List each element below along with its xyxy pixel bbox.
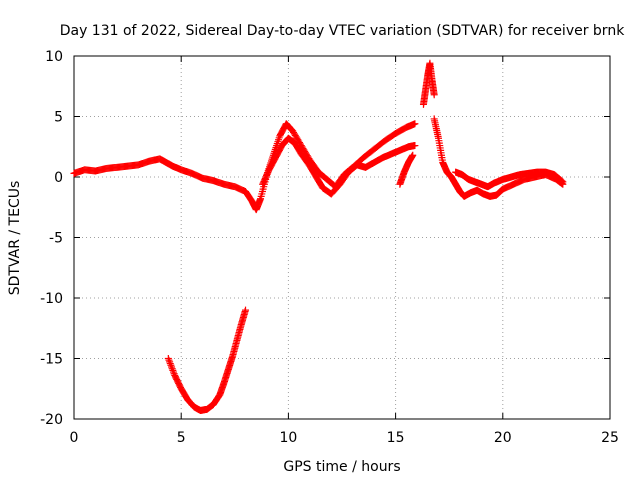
axis-ticks: 0 5 10 15 20 25 -20 -15 -10 -5 0 5 10 [40, 49, 619, 446]
series-7 [164, 306, 250, 415]
data-point [411, 120, 419, 128]
data-point [430, 91, 438, 99]
data-point [166, 360, 174, 368]
x-axis-label: GPS time / hours [283, 459, 400, 475]
y-tick-label: 10 [45, 49, 63, 65]
data-point [558, 177, 566, 185]
data-point [169, 368, 177, 376]
series-3 [396, 151, 417, 188]
x-tick-label: 20 [494, 430, 512, 446]
data-point [242, 306, 250, 314]
y-tick-label: -10 [40, 291, 63, 307]
y-tick-label: 5 [54, 110, 63, 126]
data-point [170, 370, 178, 378]
data-point [165, 356, 173, 364]
x-tick-label: 15 [387, 430, 405, 446]
data-point [164, 355, 172, 362]
y-tick-label: -15 [40, 352, 63, 368]
x-tick-label: 5 [177, 430, 186, 446]
chart-title: Day 131 of 2022, Sidereal Day-to-day VTE… [60, 23, 625, 39]
x-tick-label: 0 [70, 430, 79, 446]
data-point [411, 142, 419, 150]
x-tick-label: 25 [601, 430, 619, 446]
series-2 [259, 134, 419, 198]
data-point [168, 365, 176, 373]
x-tick-label: 10 [279, 430, 297, 446]
series-4 [419, 59, 438, 108]
data-point [557, 176, 565, 184]
series-5 [430, 115, 567, 200]
data-point [409, 151, 417, 159]
data-point [167, 361, 175, 369]
data-point [559, 178, 567, 186]
y-tick-label: 0 [54, 170, 63, 186]
data-point [169, 366, 177, 374]
grid-lines [73, 55, 611, 420]
series-6 [452, 168, 567, 191]
y-tick-label: -20 [40, 412, 63, 428]
y-tick-label: -5 [49, 231, 63, 247]
data-point [166, 358, 174, 366]
y-axis-label: SDTVAR / TECUs [7, 181, 23, 296]
data-point [168, 363, 176, 371]
data-points [70, 59, 567, 415]
